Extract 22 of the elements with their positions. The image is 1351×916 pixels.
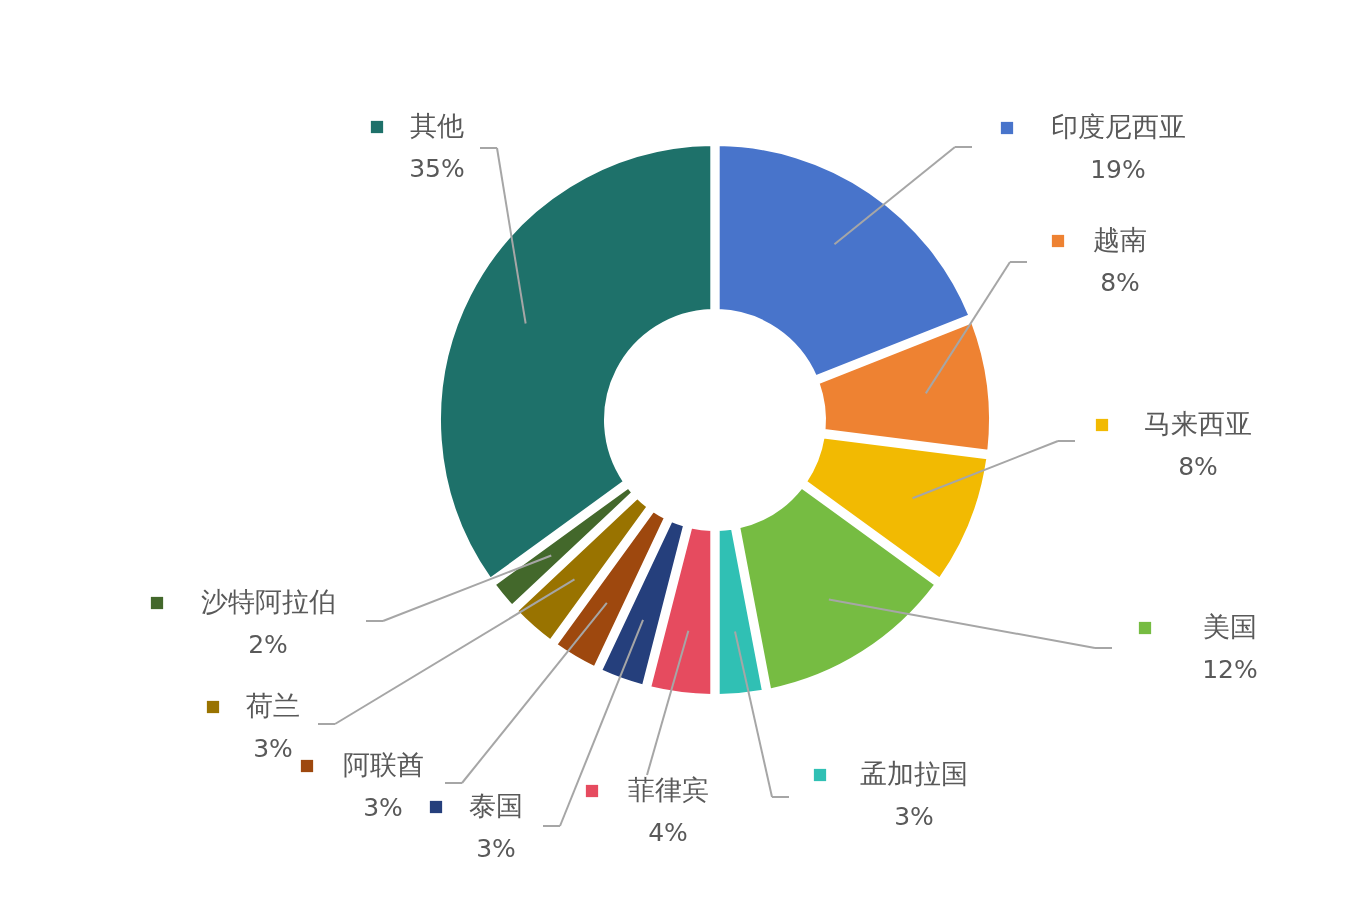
data-label: 19% xyxy=(1090,155,1146,184)
data-label: 8% xyxy=(1178,452,1218,481)
legend-label: 其他 xyxy=(410,110,464,141)
legend-label: 美国 xyxy=(1203,611,1257,642)
data-label: 8% xyxy=(1100,268,1140,297)
data-label: 3% xyxy=(363,793,403,822)
data-label: 12% xyxy=(1202,655,1258,684)
legend-label: 荷兰 xyxy=(246,690,300,721)
legend-label: 越南 xyxy=(1093,224,1147,255)
legend-label: 阿联酋 xyxy=(342,749,424,780)
legend-label: 菲律宾 xyxy=(627,774,709,805)
data-label: 3% xyxy=(894,802,934,831)
data-label: 3% xyxy=(476,834,516,863)
legend-label: 沙特阿拉伯 xyxy=(200,586,336,617)
legend-label: 孟加拉国 xyxy=(860,758,968,789)
data-label: 4% xyxy=(648,818,688,847)
data-label: 3% xyxy=(253,734,293,763)
data-label: 35% xyxy=(409,154,465,183)
legend-label: 马来西亚 xyxy=(1144,408,1252,439)
legend-label: 泰国 xyxy=(469,790,523,821)
data-label: 2% xyxy=(248,630,288,659)
legend-label: 印度尼西亚 xyxy=(1050,111,1186,142)
